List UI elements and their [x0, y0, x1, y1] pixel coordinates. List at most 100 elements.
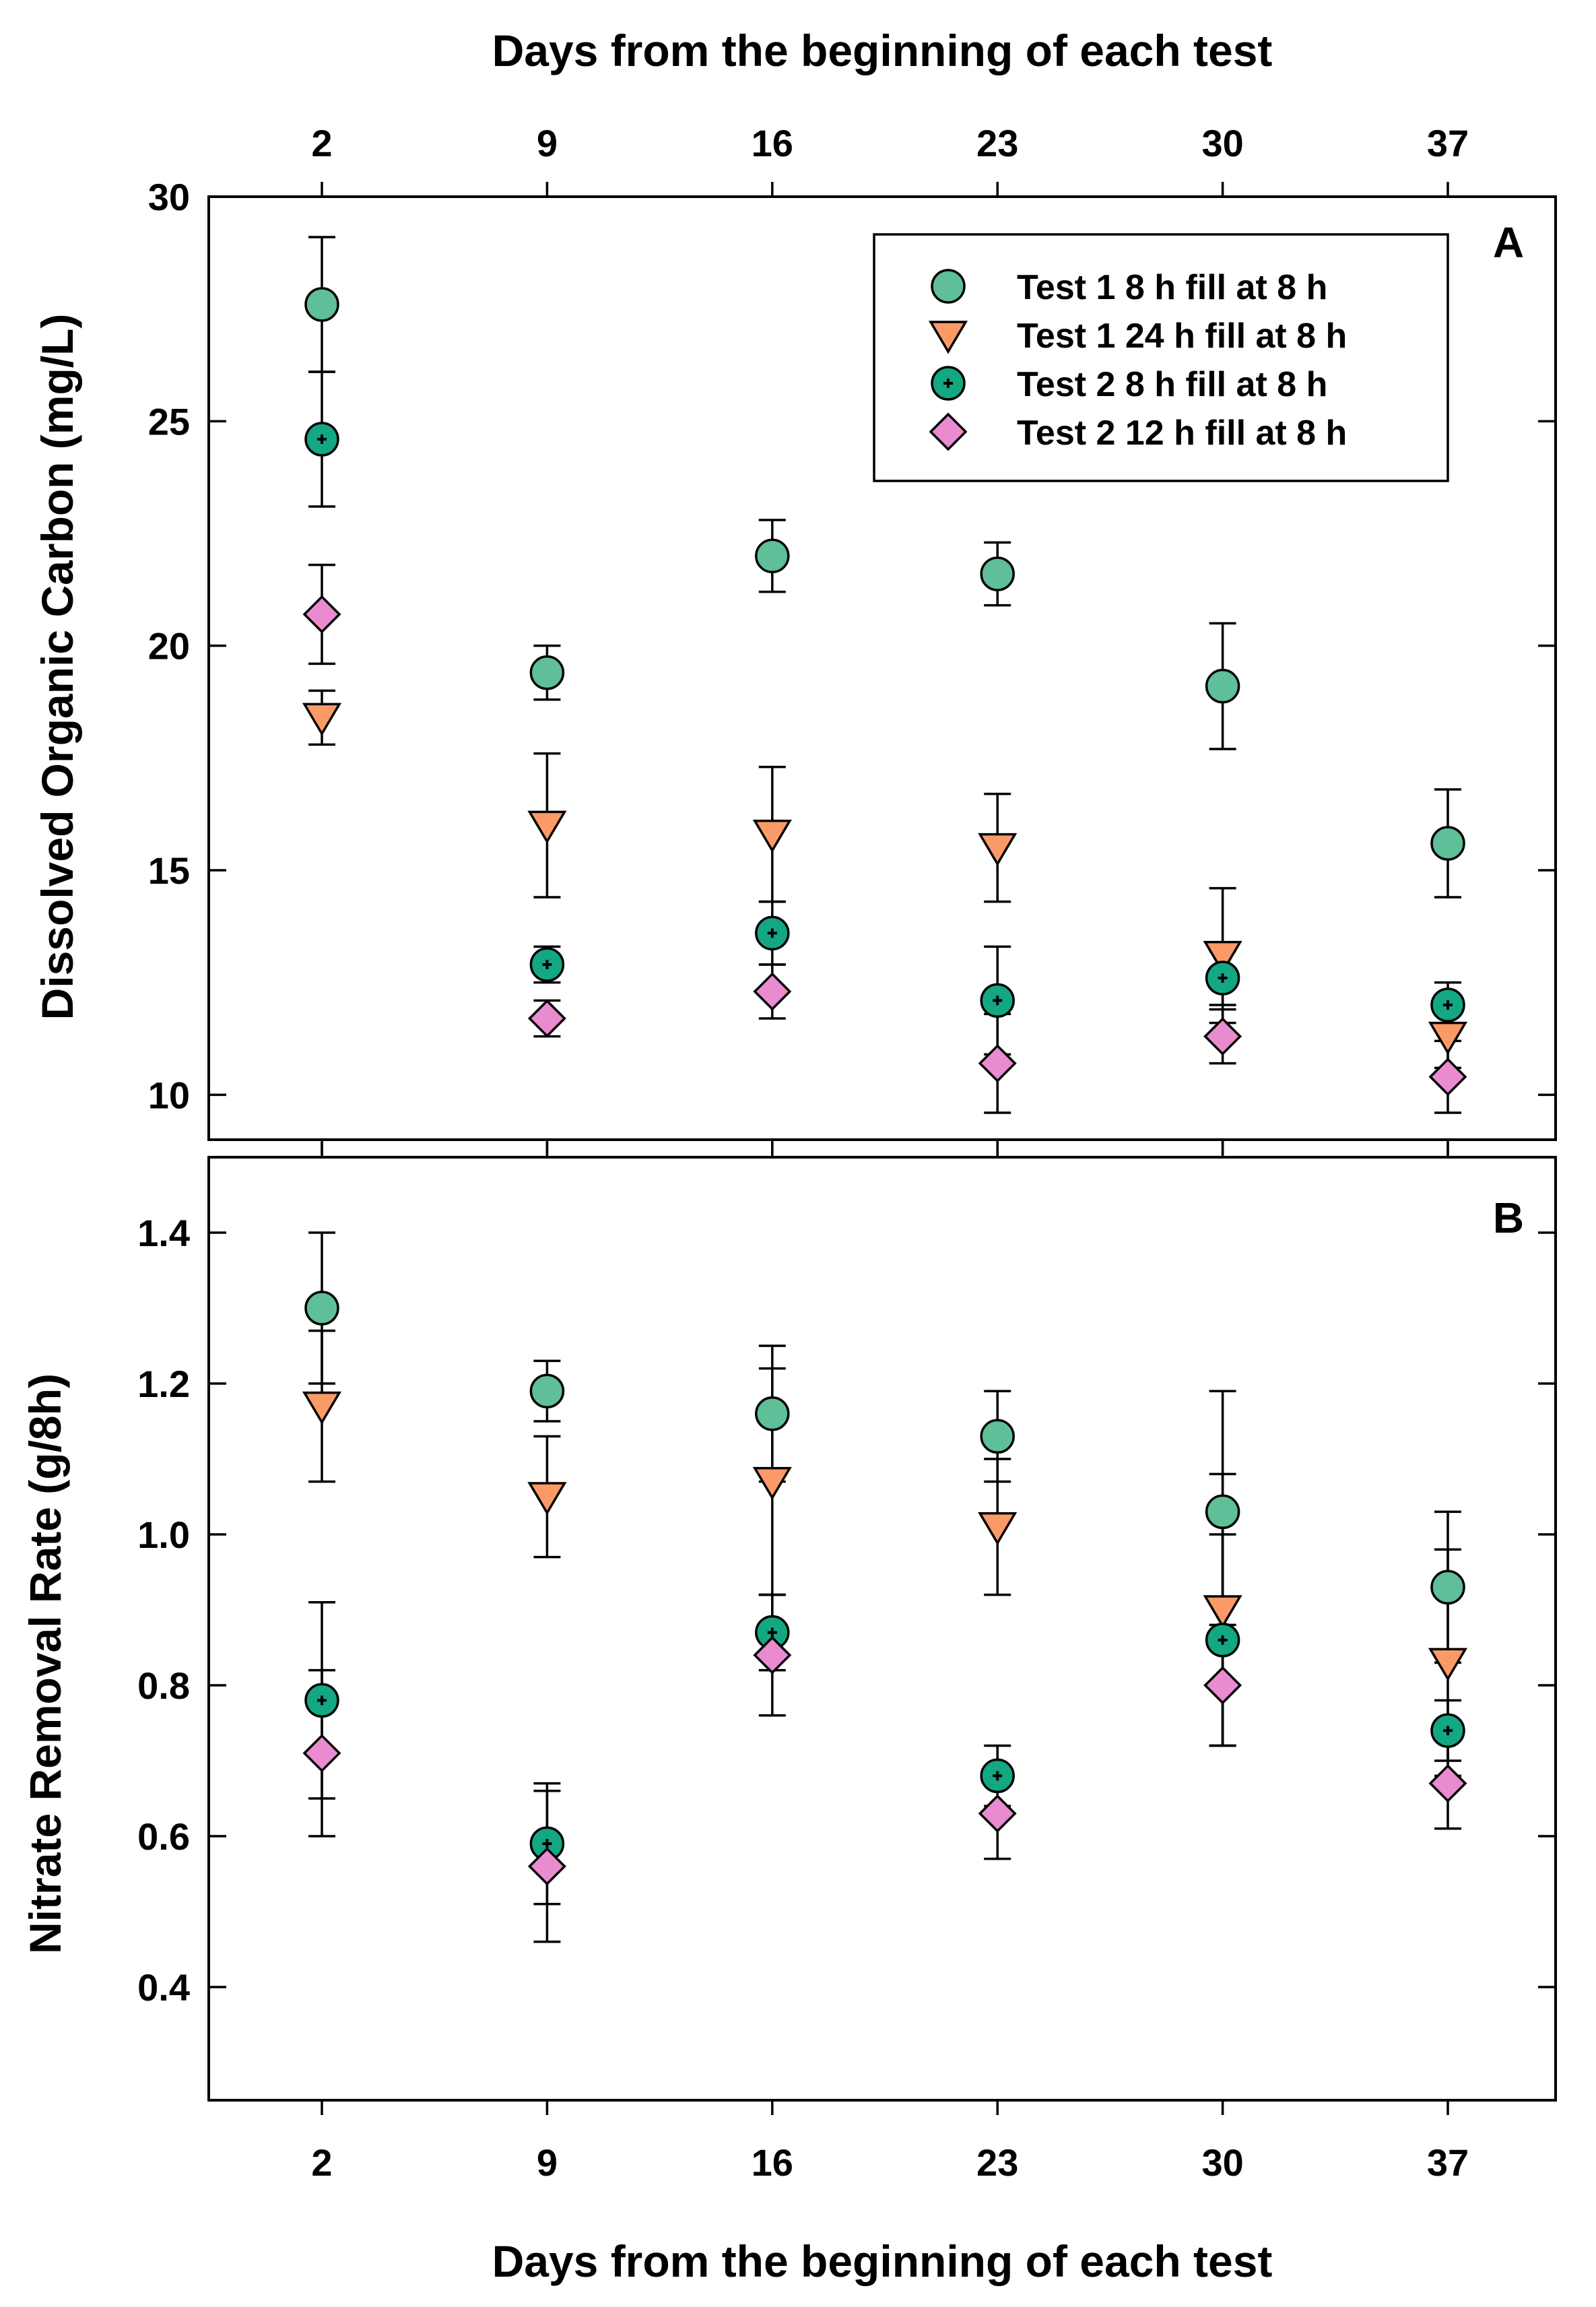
- panel-b-point-test2-8h: [980, 1758, 1015, 1794]
- panel-a-point-test2-12h: [302, 595, 341, 634]
- panel-a-point-test1-8h: [755, 538, 790, 574]
- panel-b-point-test1-8h-shape: [1205, 1494, 1240, 1530]
- panel-a-point-test1-8h-shape: [1205, 668, 1240, 704]
- panel-b-axes: 0.4 0.6 0.8 1.0 1.2 1.4 2 9 16 23 30 37: [137, 1142, 1556, 2184]
- panel-a-point-test1-24h-shape: [752, 819, 792, 853]
- panel-a-x-tick-label-top: 16: [752, 122, 793, 164]
- panel-a-point-test2-12h: [753, 972, 792, 1011]
- legend-label-test1-24h: Test 1 24 h fill at 8 h: [1017, 317, 1347, 356]
- panel-b-point-test1-8h: [980, 1419, 1015, 1454]
- panel-a-x-tick-label-top: 9: [537, 122, 558, 164]
- panel-a-point-test2-12h-shape: [527, 999, 566, 1038]
- panel-a-point-test1-24h-shape: [1203, 940, 1242, 975]
- panel-a-point-test1-24h: [752, 819, 792, 853]
- panel-a-point-test2-8h: [529, 947, 565, 982]
- legend-item-test1-24h: Test 1 24 h fill at 8 h: [928, 317, 1347, 356]
- panel-a-point-test1-24h-shape: [302, 703, 342, 736]
- panel-a-point-test1-24h: [1428, 1021, 1468, 1055]
- panel-a-y-axis-title: Dissolved Organic Carbon (mg/L): [32, 314, 82, 1020]
- panel-a-point-test1-24h-shape: [1428, 1021, 1468, 1055]
- panel-a-point-test1-24h: [978, 833, 1018, 867]
- panel-a-point-test1-8h: [1205, 668, 1240, 704]
- panel-b-point-test2-12h: [1203, 1666, 1242, 1705]
- panel-b-point-test2-12h: [753, 1635, 792, 1675]
- panel-a-axes: 10 15 20 25 30 2 9 16 23 30 37: [148, 122, 1556, 1155]
- panel-b-x-tick-label-bottom: 30: [1201, 2141, 1243, 2184]
- panel-b-y-tick-label: 0.8: [137, 1664, 190, 1707]
- panel-b-point-test1-24h: [302, 1391, 342, 1425]
- panel-b-point-test1-8h-shape: [755, 1396, 790, 1431]
- legend-item-test2-12h: Test 2 12 h fill at 8 h: [929, 412, 1347, 453]
- panel-a-point-test2-8h: [980, 983, 1015, 1018]
- legend-item-test1-8h: Test 1 8 h fill at 8 h: [931, 268, 1327, 307]
- panel-b-y-axis-title: Nitrate Removal Rate (g/8h): [20, 1373, 70, 1954]
- panel-b-point-test2-12h-shape: [302, 1734, 341, 1773]
- panel-b-point-test1-8h-shape: [304, 1291, 339, 1326]
- panel-b-y-tick-label: 1.4: [137, 1212, 190, 1254]
- panel-b-point-test1-24h: [752, 1466, 792, 1501]
- legend-label-test2-12h: Test 2 12 h fill at 8 h: [1017, 414, 1347, 453]
- panel-a-point-test1-24h: [302, 703, 342, 736]
- panel-b-point-test1-24h: [978, 1512, 1018, 1546]
- panel-a-point-test2-12h-shape: [1428, 1058, 1467, 1097]
- legend-label-test2-8h: Test 2 8 h fill at 8 h: [1017, 365, 1327, 404]
- panel-a-y-tick-label: 15: [148, 849, 190, 892]
- legend-label-test1-8h: Test 1 8 h fill at 8 h: [1017, 268, 1327, 307]
- panel-b-point-test2-12h-shape: [978, 1794, 1017, 1833]
- panel-b-x-tick-label-bottom: 37: [1427, 2141, 1469, 2184]
- legend-item-test2-8h: Test 2 8 h fill at 8 h: [931, 365, 1327, 404]
- panel-a-x-tick-label-top: 2: [311, 122, 332, 164]
- panel-b-point-test2-12h-shape: [527, 1847, 566, 1886]
- panel-b-point-test2-12h: [302, 1734, 341, 1773]
- panel-a-point-test1-8h-shape: [529, 655, 565, 690]
- panel-b-point-test1-8h-shape: [529, 1373, 565, 1408]
- panel-a-point-test2-12h: [527, 999, 566, 1038]
- panel-b-point-test2-8h: [304, 1683, 339, 1718]
- panel-a-point-test2-12h-shape: [1203, 1017, 1242, 1056]
- panel-a-points: [302, 287, 1468, 1097]
- top-axis-title: Days from the beginning of each test: [492, 26, 1273, 75]
- panel-a-point-test1-8h-shape: [980, 556, 1015, 591]
- panel-a-point-test2-12h: [1428, 1058, 1467, 1097]
- panel-b-y-tick-label: 1.0: [137, 1514, 190, 1556]
- panel-b-point-test1-24h-shape: [527, 1482, 567, 1516]
- panel-a-point-test2-12h-shape: [302, 595, 341, 634]
- panel-a-point-test2-8h: [304, 422, 339, 457]
- panel-b-point-test1-8h-shape: [1430, 1569, 1465, 1605]
- bottom-axis-title: Days from the beginning of each test: [492, 2236, 1273, 2286]
- panel-b-point-test1-24h-shape: [1203, 1595, 1242, 1629]
- panel-a-y-tick-label: 20: [148, 625, 190, 668]
- panel-b-x-tick-label-bottom: 23: [976, 2141, 1018, 2184]
- panel-a-y-tick-label: 10: [148, 1074, 190, 1116]
- panel-a-point-test2-12h: [978, 1044, 1017, 1083]
- panel-b: 0.4 0.6 0.8 1.0 1.2 1.4 2 9 16 23 30 37 B: [137, 1142, 1557, 2184]
- panel-b-point-test2-12h: [1428, 1764, 1467, 1803]
- panel-b-y-tick-label: 0.4: [137, 1966, 190, 2009]
- panel-a-frame: [207, 195, 1557, 1141]
- legend-circle-marker: [931, 269, 966, 304]
- panel-a-point-test1-24h-shape: [527, 810, 567, 844]
- panel-b-points: [302, 1291, 1468, 1886]
- panel-b-point-test2-12h-shape: [1203, 1666, 1242, 1705]
- panel-a-point-test2-8h: [755, 915, 790, 951]
- panel-a: 10 15 20 25 30 2 9 16 23 30 37 A Test 1 8 h fill a…: [148, 122, 1557, 1155]
- panel-a-point-test1-8h: [304, 287, 339, 322]
- panel-a-point-test2-12h: [1203, 1017, 1242, 1056]
- panel-b-point-test1-8h: [755, 1396, 790, 1431]
- panel-b-point-test1-8h: [1205, 1494, 1240, 1530]
- panel-b-point-test1-8h-shape: [980, 1419, 1015, 1454]
- panel-b-point-test1-8h: [304, 1291, 339, 1326]
- panel-b-plot-area: [302, 1231, 1468, 1943]
- panel-b-frame: [207, 1156, 1557, 2102]
- panel-b-point-test1-8h: [1430, 1569, 1465, 1605]
- panel-a-point-test1-24h: [527, 810, 567, 844]
- panel-b-point-test1-24h-shape: [978, 1512, 1018, 1546]
- panel-b-x-tick-label-bottom: 16: [752, 2141, 793, 2184]
- panel-a-point-test2-8h: [1430, 987, 1465, 1022]
- panel-b-point-test1-24h: [1203, 1595, 1242, 1629]
- panel-b-point-test1-24h-shape: [752, 1466, 792, 1501]
- panel-a-point-test1-8h-shape: [755, 538, 790, 574]
- panel-a-plot-area: [302, 236, 1468, 1114]
- panel-a-y-tick-label: 30: [148, 176, 190, 218]
